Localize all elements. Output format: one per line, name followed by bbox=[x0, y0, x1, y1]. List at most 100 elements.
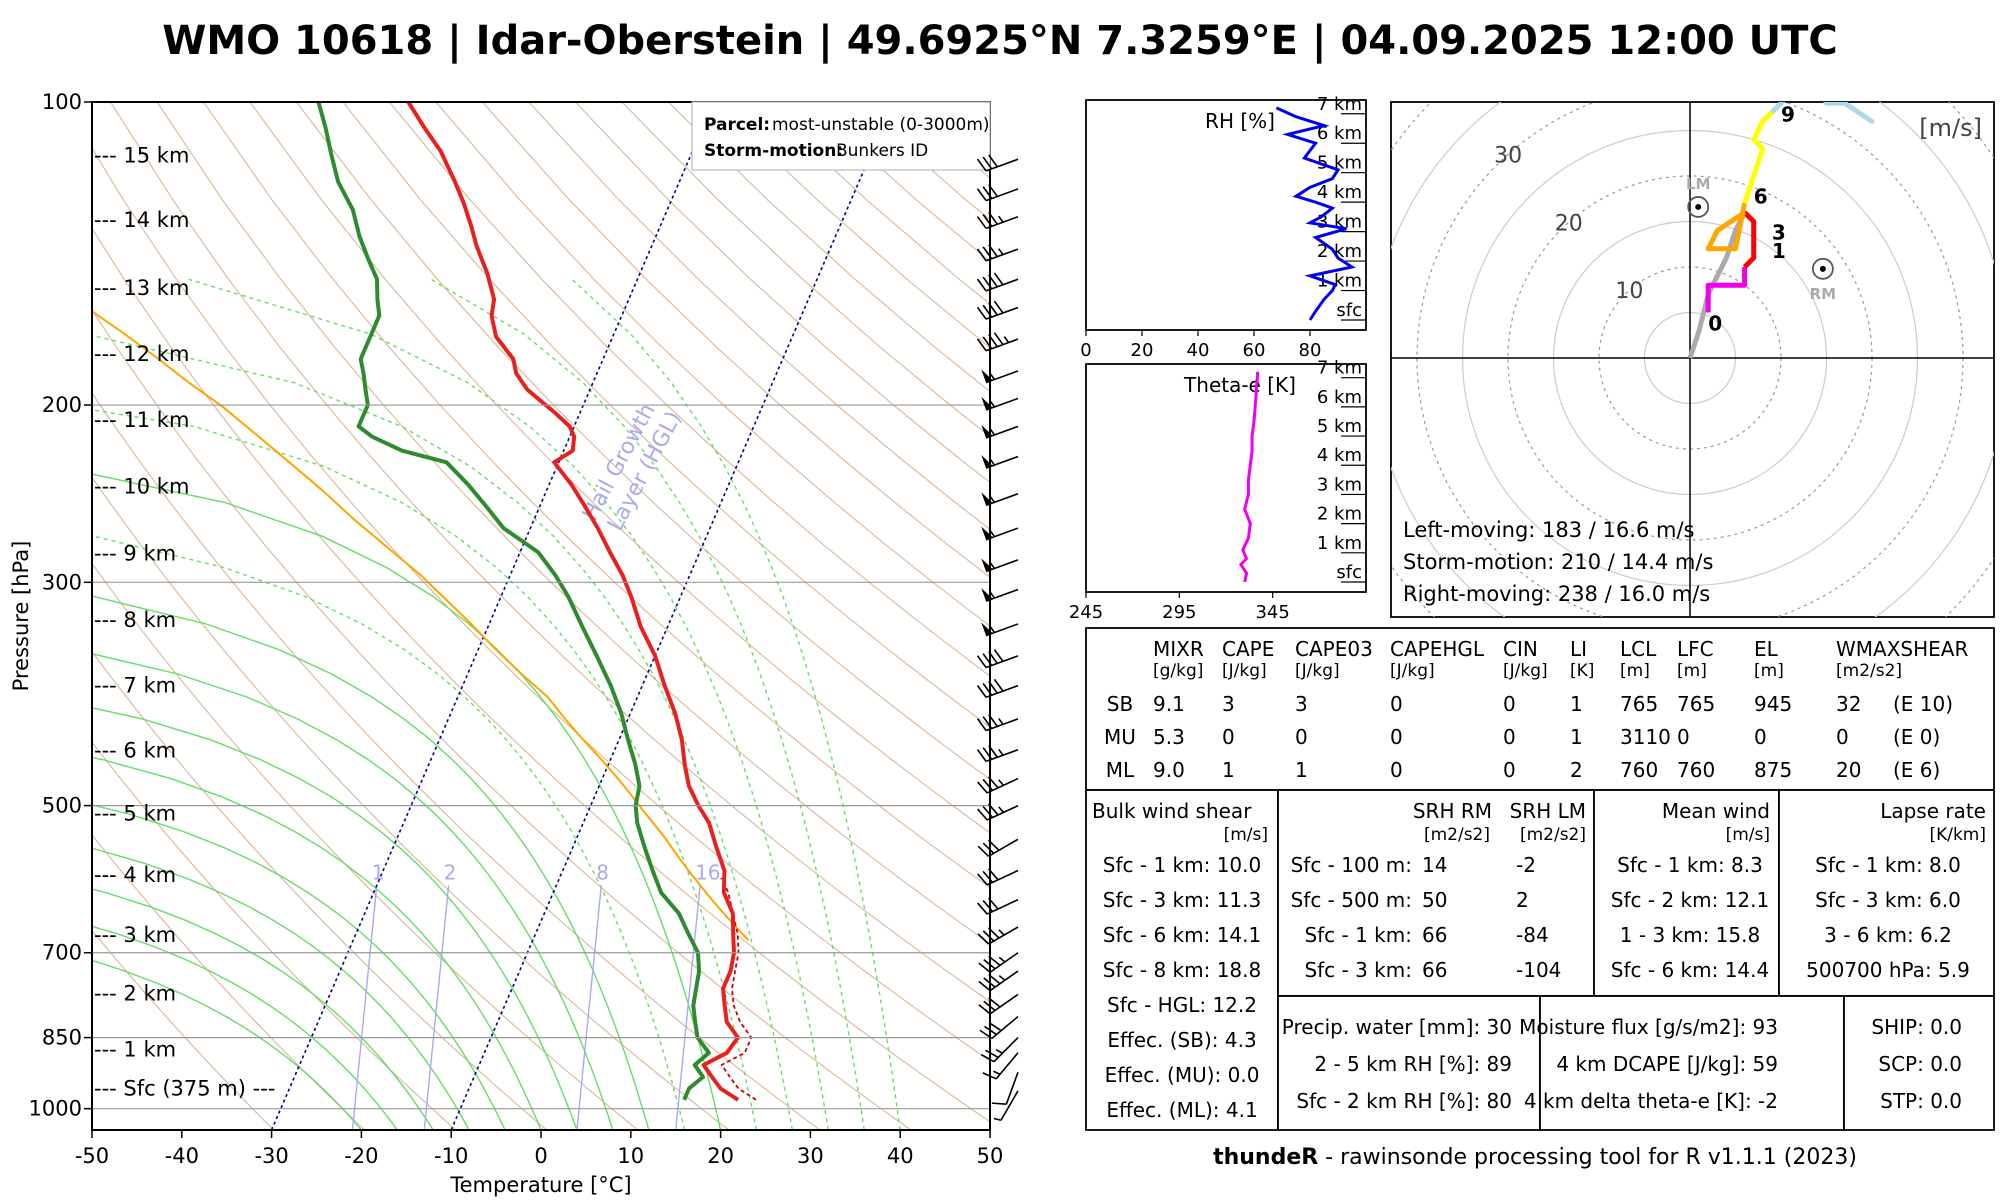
x-tick-label: 20 bbox=[707, 1144, 734, 1168]
wind-barb-flag bbox=[981, 369, 993, 383]
srh-lm-value: -104 bbox=[1516, 958, 1561, 982]
moisture-row: Precip. water [mm]: 30 bbox=[1282, 1015, 1512, 1039]
mean-wind-row: Sfc - 1 km: 8.3 bbox=[1617, 853, 1763, 877]
lapse-rate-row: Sfc - 3 km: 6.0 bbox=[1815, 888, 1961, 912]
table-cell: 0 bbox=[1503, 692, 1516, 716]
wind-barb-feather bbox=[993, 332, 1004, 346]
table-cell: (E 10) bbox=[1893, 692, 1953, 716]
wind-barb bbox=[978, 993, 1019, 1015]
wind-barb-feather bbox=[982, 653, 993, 666]
table-cell: 0 bbox=[1295, 725, 1308, 749]
wind-barb-half-feather bbox=[998, 975, 1006, 981]
table-cell: 760 bbox=[1677, 758, 1715, 782]
moisture-row: Sfc - 2 km RH [%]: 80 bbox=[1296, 1089, 1512, 1113]
wind-barb-feather bbox=[982, 930, 995, 942]
composite-row: SHIP: 0.0 bbox=[1871, 1015, 1962, 1039]
table-cell: 0 bbox=[1390, 725, 1403, 749]
hodograph-ring-label: 10 bbox=[1615, 279, 1643, 304]
wind-barb bbox=[981, 588, 1019, 602]
wind-barb bbox=[981, 369, 1019, 384]
srh-unit: [m2/s2] bbox=[1520, 825, 1586, 845]
y-tick-label: 1000 bbox=[29, 1097, 82, 1121]
height-label: --- 11 km bbox=[94, 408, 189, 432]
legend-box bbox=[691, 101, 991, 171]
table-header: CIN bbox=[1503, 637, 1538, 661]
moisture-row: 2 - 5 km RH [%]: 89 bbox=[1314, 1052, 1512, 1076]
wind-barb-feather bbox=[982, 870, 994, 883]
wind-barb-staff bbox=[985, 588, 1019, 602]
srh-lm-value: -2 bbox=[1516, 853, 1536, 877]
wind-barb-feather bbox=[976, 306, 987, 320]
height-label: --- 7 km bbox=[94, 674, 176, 698]
table-header: EL bbox=[1754, 637, 1779, 661]
wind-barb bbox=[977, 776, 1019, 794]
wind-barb-feather bbox=[988, 274, 998, 288]
y-tick-label: 700 bbox=[42, 941, 82, 965]
wind-barb-half-feather bbox=[993, 1070, 1001, 1075]
wind-barb-staff bbox=[989, 952, 1019, 973]
wind-barb bbox=[977, 868, 1019, 886]
table-cell: 9.0 bbox=[1153, 758, 1185, 782]
wind-barb bbox=[976, 184, 1019, 202]
hodograph-segment bbox=[1705, 267, 1748, 313]
wind-barb bbox=[977, 897, 1019, 915]
wind-barb-feather bbox=[991, 1102, 1007, 1105]
y-tick-label: 500 bbox=[42, 794, 82, 818]
wind-barb-feather bbox=[977, 845, 990, 857]
bulk-shear-row: Sfc - 6 km: 14.1 bbox=[1103, 923, 1261, 947]
flux-frame bbox=[1539, 995, 1845, 1131]
dry-adiabat bbox=[388, 102, 990, 677]
wind-barb bbox=[978, 970, 1019, 992]
wind-barb-feather bbox=[987, 803, 999, 816]
wind-barb-flag bbox=[981, 396, 993, 411]
moisture-frame bbox=[1277, 995, 1541, 1131]
composite-frame bbox=[1843, 995, 1995, 1131]
height-label: --- 4 km bbox=[94, 863, 176, 887]
rh-x-tick-label: 20 bbox=[1131, 340, 1154, 361]
wind-barb-feather bbox=[982, 716, 993, 729]
moist-adiabat bbox=[92, 334, 794, 1130]
lm-marker-dot bbox=[1695, 203, 1702, 210]
x-axis-label: Temperature [°C] bbox=[449, 1173, 631, 1197]
wind-barb-feather bbox=[983, 958, 996, 970]
wind-barb bbox=[976, 300, 1019, 320]
wind-barb-feather bbox=[988, 184, 998, 197]
mixing-ratio-line bbox=[675, 885, 701, 1130]
temperature-line bbox=[406, 102, 740, 1102]
mean-wind-frame bbox=[1593, 789, 1780, 997]
hodograph-ring-label: 30 bbox=[1494, 143, 1522, 168]
dry-adiabat bbox=[92, 227, 990, 1123]
srh-lm-value: -84 bbox=[1516, 923, 1549, 947]
srh-lm-header: SRH LM bbox=[1510, 799, 1586, 823]
wind-barb-feather bbox=[982, 276, 993, 290]
hgl-boundary-line bbox=[450, 102, 894, 1130]
wind-barb bbox=[977, 926, 1019, 945]
wind-barb bbox=[976, 154, 1019, 172]
wind-barb-staff bbox=[985, 559, 1019, 573]
wind-barb-half-feather bbox=[998, 748, 1004, 756]
table-unit: [K] bbox=[1570, 661, 1594, 681]
hodograph-frame bbox=[1390, 101, 1995, 618]
hgl-boundary-line bbox=[270, 102, 715, 1130]
dry-adiabat bbox=[92, 929, 275, 1130]
mixing-ratio-label: 2 bbox=[444, 860, 457, 884]
table-cell: 1 bbox=[1295, 758, 1308, 782]
mean-wind-row: 1 - 3 km: 15.8 bbox=[1620, 923, 1760, 947]
x-tick-label: 30 bbox=[797, 1144, 824, 1168]
wind-barb-staff bbox=[1005, 1071, 1019, 1105]
wind-barb bbox=[976, 272, 1019, 292]
height-label: --- 13 km bbox=[94, 276, 189, 300]
dry-adiabat bbox=[92, 391, 821, 1130]
table-unit: [m] bbox=[1677, 661, 1707, 681]
mixing-ratio-label: 16 bbox=[695, 860, 720, 884]
x-tick-label: -10 bbox=[434, 1144, 468, 1168]
wind-barb-feather bbox=[993, 678, 1004, 692]
srh-rm-value: 14 bbox=[1422, 853, 1447, 877]
wind-barb bbox=[978, 952, 1019, 973]
table-unit: [m] bbox=[1620, 661, 1650, 681]
theta-e-panel: Theta-e [K] 7 km 6 km 5 km 4 km 3 km 2 km 1 km s… bbox=[1069, 358, 1367, 623]
rh-height-label: 4 km bbox=[1317, 182, 1362, 203]
wind-barb-staff bbox=[989, 993, 1019, 1015]
bulk-shear-row: Sfc - 3 km: 11.3 bbox=[1103, 888, 1261, 912]
